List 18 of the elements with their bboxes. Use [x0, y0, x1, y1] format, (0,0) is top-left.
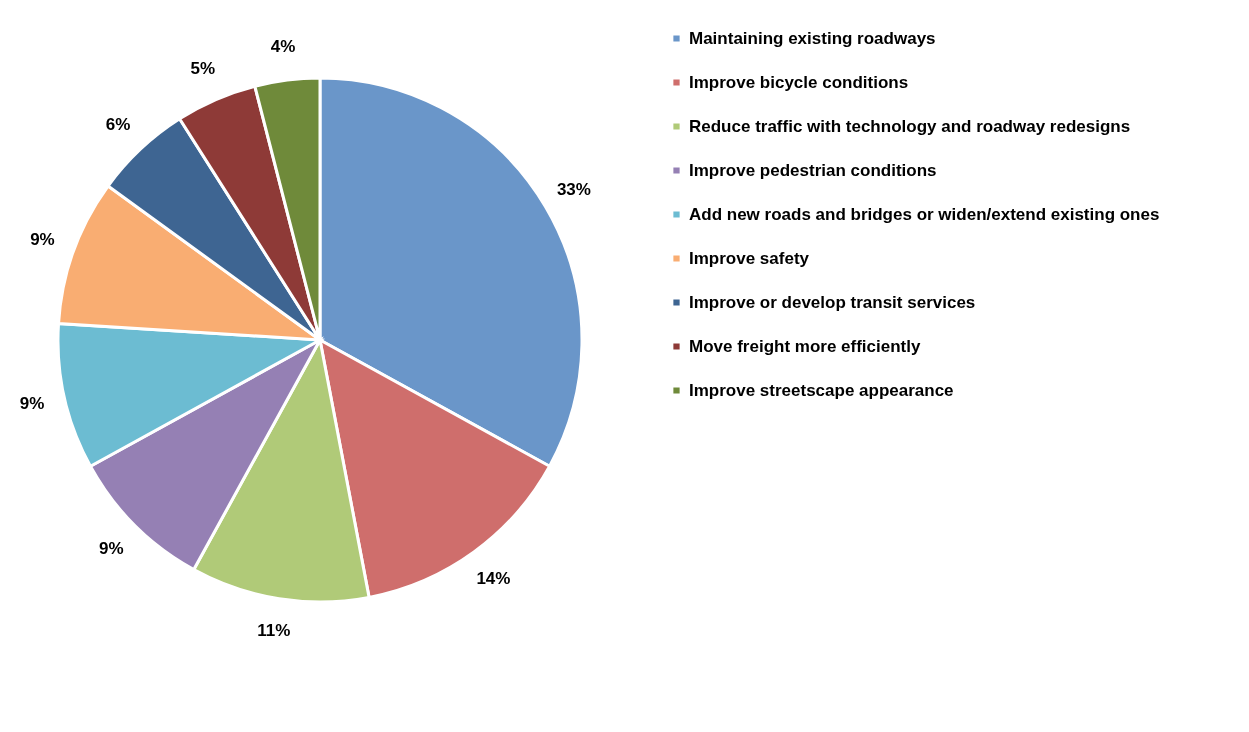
- data-label: 5%: [190, 59, 216, 79]
- data-label: 11%: [257, 621, 291, 641]
- legend-label: Improve pedestrian conditions: [689, 160, 937, 180]
- legend-label: Maintaining existing roadways: [689, 28, 936, 48]
- data-label: 9%: [19, 394, 45, 414]
- data-label: 4%: [270, 37, 296, 57]
- legend-label: Improve safety: [689, 248, 810, 268]
- legend-label: Improve streetscape appearance: [689, 380, 954, 400]
- legend-label: Improve bicycle conditions: [689, 72, 909, 92]
- legend-label: Add new roads and bridges or widen/extend existing ones: [689, 204, 1160, 224]
- data-label: 33%: [556, 179, 591, 199]
- legend-label: Reduce traffic with technology and roadway redesigns: [689, 116, 1131, 136]
- data-label: 9%: [99, 538, 124, 558]
- legend-label: Move freight more efficiently: [689, 336, 921, 356]
- data-label: 14%: [476, 568, 511, 588]
- legend-label: Improve or develop transit services: [689, 292, 976, 312]
- data-label: 9%: [30, 230, 55, 250]
- data-label: 6%: [105, 114, 131, 134]
